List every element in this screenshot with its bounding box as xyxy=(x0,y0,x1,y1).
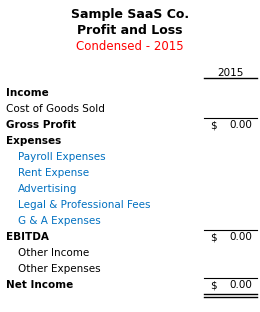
Text: Net Income: Net Income xyxy=(6,280,73,290)
Text: Payroll Expenses: Payroll Expenses xyxy=(18,152,106,162)
Text: 0.00: 0.00 xyxy=(229,280,252,290)
Text: Cost of Goods Sold: Cost of Goods Sold xyxy=(6,104,105,114)
Text: Profit and Loss: Profit and Loss xyxy=(77,24,183,37)
Text: Rent Expense: Rent Expense xyxy=(18,168,89,178)
Text: 0.00: 0.00 xyxy=(229,232,252,242)
Text: Advertising: Advertising xyxy=(18,184,77,194)
Text: Sample SaaS Co.: Sample SaaS Co. xyxy=(71,8,189,21)
Text: Income: Income xyxy=(6,88,49,98)
Text: 2015: 2015 xyxy=(217,68,244,78)
Text: Legal & Professional Fees: Legal & Professional Fees xyxy=(18,200,151,210)
Text: G & A Expenses: G & A Expenses xyxy=(18,216,101,226)
Text: $: $ xyxy=(210,280,217,290)
Text: $: $ xyxy=(210,232,217,242)
Text: EBITDA: EBITDA xyxy=(6,232,49,242)
Text: 0.00: 0.00 xyxy=(229,120,252,130)
Text: Condensed - 2015: Condensed - 2015 xyxy=(76,40,184,53)
Text: $: $ xyxy=(210,120,217,130)
Text: Expenses: Expenses xyxy=(6,136,61,146)
Text: Other Income: Other Income xyxy=(18,248,89,258)
Text: Other Expenses: Other Expenses xyxy=(18,264,101,274)
Text: Gross Profit: Gross Profit xyxy=(6,120,76,130)
